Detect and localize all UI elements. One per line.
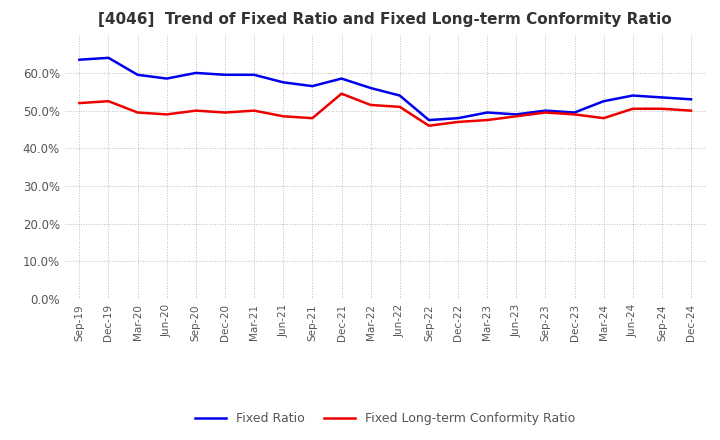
Fixed Ratio xyxy=(192,70,200,76)
Fixed Ratio xyxy=(133,72,142,77)
Fixed Ratio xyxy=(570,110,579,115)
Fixed Ratio xyxy=(337,76,346,81)
Fixed Long-term Conformity Ratio xyxy=(279,114,287,119)
Fixed Ratio xyxy=(599,99,608,104)
Fixed Long-term Conformity Ratio xyxy=(629,106,637,111)
Fixed Ratio xyxy=(75,57,84,62)
Fixed Long-term Conformity Ratio xyxy=(395,104,404,110)
Fixed Ratio xyxy=(308,84,317,89)
Fixed Long-term Conformity Ratio xyxy=(308,116,317,121)
Fixed Ratio xyxy=(512,112,521,117)
Fixed Ratio xyxy=(483,110,492,115)
Fixed Long-term Conformity Ratio xyxy=(250,108,258,113)
Fixed Ratio xyxy=(250,72,258,77)
Fixed Ratio xyxy=(657,95,666,100)
Fixed Ratio xyxy=(629,93,637,98)
Fixed Long-term Conformity Ratio xyxy=(483,117,492,123)
Fixed Ratio xyxy=(366,85,375,91)
Fixed Long-term Conformity Ratio xyxy=(687,108,696,113)
Fixed Long-term Conformity Ratio xyxy=(192,108,200,113)
Fixed Long-term Conformity Ratio xyxy=(512,114,521,119)
Fixed Long-term Conformity Ratio xyxy=(133,110,142,115)
Fixed Ratio xyxy=(279,80,287,85)
Fixed Ratio xyxy=(454,116,462,121)
Title: [4046]  Trend of Fixed Ratio and Fixed Long-term Conformity Ratio: [4046] Trend of Fixed Ratio and Fixed Lo… xyxy=(99,12,672,27)
Fixed Long-term Conformity Ratio xyxy=(657,106,666,111)
Fixed Long-term Conformity Ratio xyxy=(541,110,550,115)
Fixed Ratio xyxy=(220,72,229,77)
Fixed Long-term Conformity Ratio xyxy=(570,112,579,117)
Fixed Ratio xyxy=(687,97,696,102)
Fixed Long-term Conformity Ratio xyxy=(337,91,346,96)
Line: Fixed Ratio: Fixed Ratio xyxy=(79,58,691,120)
Fixed Long-term Conformity Ratio xyxy=(425,123,433,128)
Fixed Long-term Conformity Ratio xyxy=(220,110,229,115)
Fixed Ratio xyxy=(104,55,113,60)
Fixed Ratio xyxy=(541,108,550,113)
Fixed Long-term Conformity Ratio xyxy=(454,119,462,125)
Fixed Long-term Conformity Ratio xyxy=(163,112,171,117)
Fixed Long-term Conformity Ratio xyxy=(366,103,375,108)
Fixed Ratio xyxy=(395,93,404,98)
Line: Fixed Long-term Conformity Ratio: Fixed Long-term Conformity Ratio xyxy=(79,94,691,126)
Fixed Ratio xyxy=(425,117,433,123)
Legend: Fixed Ratio, Fixed Long-term Conformity Ratio: Fixed Ratio, Fixed Long-term Conformity … xyxy=(190,407,580,430)
Fixed Long-term Conformity Ratio xyxy=(599,116,608,121)
Fixed Long-term Conformity Ratio xyxy=(104,99,113,104)
Fixed Ratio xyxy=(163,76,171,81)
Fixed Long-term Conformity Ratio xyxy=(75,100,84,106)
